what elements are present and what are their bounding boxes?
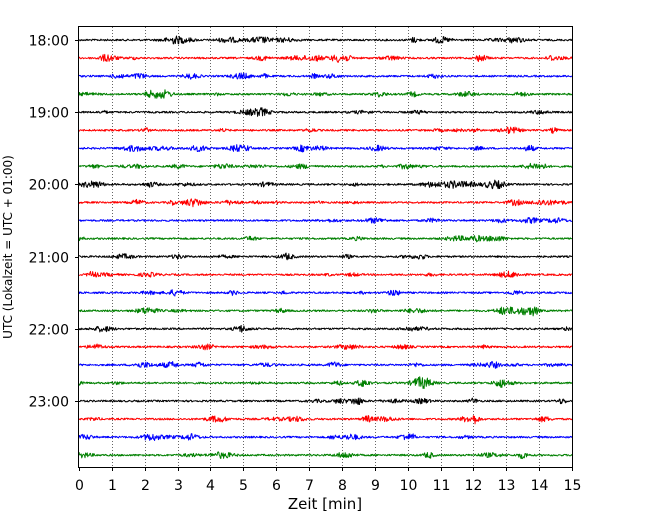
x-tick-label-8: 8 [338,478,347,494]
x-tick-label-4: 4 [206,478,215,494]
trace-2045 [78,234,572,243]
x-tick-label-14: 14 [531,478,549,494]
plot-frame [78,26,573,468]
trace-2130 [78,289,573,297]
trace-2115 [78,270,573,278]
trace-1945 [78,162,573,170]
trace-2215 [78,343,573,351]
trace-2300 [78,397,573,406]
trace-1845 [78,89,573,99]
trace-2100 [78,252,573,261]
trace-1900 [78,107,573,117]
x-tick-label-11: 11 [433,478,451,494]
x-axis-label: Zeit [min] [288,495,362,513]
y-tick-label-22:00: 22:00 [29,323,69,339]
trace-2145 [78,306,573,317]
trace-1915 [78,126,573,135]
x-tick-label-2: 2 [141,478,150,494]
y-tick-label-19:00: 19:00 [29,106,69,122]
trace-group [78,35,573,460]
trace-2330 [78,433,573,442]
x-tick-label-1: 1 [108,478,117,494]
y-tick-label-20:00: 20:00 [29,178,69,194]
x-tick-label-13: 13 [498,478,516,494]
trace-2015 [78,198,573,208]
trace-2345 [78,451,573,460]
y-tick-label-21:00: 21:00 [29,251,69,267]
x-axis: 0 1 2 3 4 5 6 7 8 9 10 11 12 13 14 15 [75,467,581,494]
grid-lines [112,27,540,467]
trace-1830 [78,72,573,80]
x-tick-label-5: 5 [239,478,248,494]
trace-2200 [78,324,573,333]
x-tick-label-15: 15 [564,478,582,494]
trace-2245 [78,376,573,389]
y-axis: 18:00 19:00 20:00 21:00 22:00 23:00 [29,34,79,411]
x-tick-label-3: 3 [174,478,183,494]
trace-1930 [78,144,573,153]
x-tick-label-10: 10 [400,478,418,494]
trace-2000 [78,179,573,190]
x-tick-label-0: 0 [75,478,84,494]
y-tick-label-18:00: 18:00 [29,34,69,50]
x-tick-label-7: 7 [305,478,314,494]
x-tick-label-12: 12 [465,478,483,494]
x-tick-label-6: 6 [272,478,281,494]
trace-2030 [78,216,573,224]
trace-1815 [78,53,573,63]
y-tick-label-23:00: 23:00 [29,395,69,411]
trace-1800 [78,35,573,45]
trace-2230 [78,360,573,369]
x-tick-label-9: 9 [371,478,380,494]
trace-2315 [78,414,573,425]
y-axis-label: UTC (Lokalzeit = UTC + 01:00) [1,155,15,339]
